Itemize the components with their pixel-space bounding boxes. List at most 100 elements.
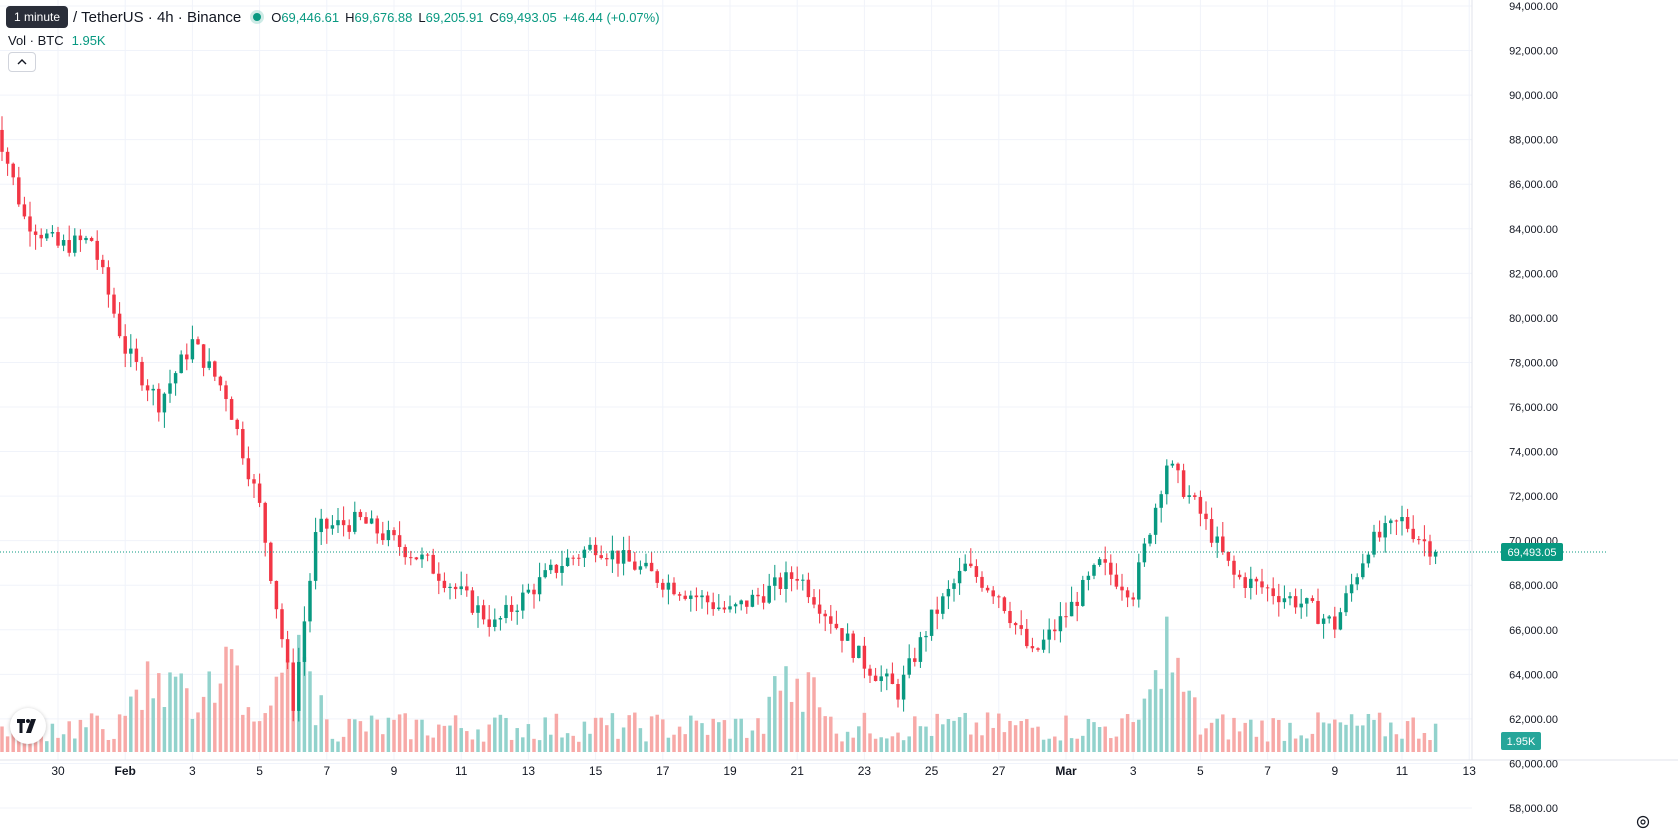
candle-body xyxy=(274,580,279,610)
volume-badge xyxy=(1501,732,1541,750)
candle-body xyxy=(1422,539,1427,542)
volume-bar xyxy=(308,671,312,752)
candle-body xyxy=(313,532,318,581)
volume-bar xyxy=(554,713,559,752)
volume-bar xyxy=(885,738,889,752)
candle-body xyxy=(1019,625,1023,629)
candle-body xyxy=(1316,600,1320,624)
candle-body xyxy=(196,339,200,345)
volume-bar xyxy=(0,726,4,752)
candle-body xyxy=(269,542,273,581)
candle-body xyxy=(644,562,648,567)
volume-bar xyxy=(1097,727,1102,752)
candle-body xyxy=(257,483,262,503)
high-label: H xyxy=(345,9,355,25)
candle-body xyxy=(101,259,105,268)
candle-body xyxy=(935,609,939,614)
candle-body xyxy=(683,595,687,599)
volume-bar xyxy=(1187,690,1191,752)
time-tick-label: 5 xyxy=(256,764,263,778)
candle-body xyxy=(179,354,183,374)
candle-body xyxy=(11,163,15,178)
candle-body xyxy=(1349,584,1354,594)
price-axis[interactable]: 94,000.00 92,000.00 90,000.00 88,000.00 86,0… xyxy=(1501,1,1563,815)
candle-body xyxy=(717,607,721,610)
volume-bar xyxy=(1265,741,1270,752)
candle-body xyxy=(263,502,267,543)
volume-bar xyxy=(106,739,111,752)
symbol-title[interactable]: / TetherUS · 4h · Binance xyxy=(73,8,242,26)
candle-body xyxy=(1041,639,1046,650)
collapse-legend-button[interactable] xyxy=(8,52,36,72)
volume-bar xyxy=(521,737,525,752)
volume-bar xyxy=(1349,714,1354,752)
candle-body xyxy=(549,564,553,571)
volume-bar xyxy=(1109,738,1113,752)
volume-bar xyxy=(1064,715,1068,752)
candle-body xyxy=(901,674,906,700)
candle-body xyxy=(1097,559,1102,565)
candle-body xyxy=(325,518,329,529)
volume-bar xyxy=(952,720,956,752)
candles xyxy=(0,116,1438,722)
volume-bar xyxy=(750,730,755,752)
candle-body xyxy=(319,518,323,533)
candle-body xyxy=(761,596,766,603)
candle-body xyxy=(465,586,469,591)
volume-bar xyxy=(89,713,94,752)
volume-bar xyxy=(1405,721,1410,752)
candle-body xyxy=(946,588,951,597)
candle-body xyxy=(112,294,116,314)
candle-body xyxy=(1277,596,1281,603)
candle-body xyxy=(1221,536,1225,552)
volume-bar xyxy=(661,719,665,752)
volume-bar xyxy=(481,741,486,752)
price-tick-label: 76,000.00 xyxy=(1509,402,1558,414)
volume-bar xyxy=(868,733,872,752)
volume-bar xyxy=(453,715,458,752)
candle-body xyxy=(414,557,419,560)
volume-bar xyxy=(493,717,497,752)
volume-bar xyxy=(605,725,609,752)
candle-body xyxy=(554,564,559,573)
candle-body xyxy=(493,619,497,627)
settings-button[interactable] xyxy=(1632,811,1654,833)
candle-body xyxy=(610,550,615,560)
candle-body xyxy=(1215,536,1219,543)
volume-bar xyxy=(1321,722,1326,752)
volume-bar xyxy=(1271,718,1275,752)
candle-body xyxy=(1025,628,1029,647)
volume-bar xyxy=(1422,732,1427,752)
candle-body xyxy=(672,582,676,595)
volume-bar xyxy=(666,737,671,752)
volume-bar xyxy=(246,707,251,752)
time-tick-label: 11 xyxy=(455,764,468,778)
price-tick-label: 94,000.00 xyxy=(1509,1,1558,13)
candle-body xyxy=(661,582,665,590)
candle-body xyxy=(459,586,463,590)
candle-body xyxy=(297,661,301,711)
candle-body xyxy=(409,557,413,559)
volume-bar xyxy=(1433,723,1438,752)
time-axis[interactable]: 30 Feb 3 5 7 9 11 13 15 17 19 21 23 25 27 Mar 3 5 7 9 11 13 xyxy=(51,764,1476,778)
candle-body xyxy=(1394,520,1399,522)
volume-bar xyxy=(1288,722,1292,752)
volume-bar xyxy=(633,712,637,752)
tradingview-logo[interactable] xyxy=(10,708,46,744)
volume-bar xyxy=(789,701,794,752)
candle-body xyxy=(840,628,844,641)
volume-bar xyxy=(913,716,917,752)
volume-bar xyxy=(1019,721,1023,752)
candle-body xyxy=(868,668,872,676)
candle-body xyxy=(1327,616,1331,619)
volume-label[interactable]: Vol · BTC xyxy=(8,33,64,48)
volume-bar xyxy=(207,671,211,752)
candle-body xyxy=(571,557,575,559)
candle-body xyxy=(50,232,55,234)
candle-body xyxy=(78,235,83,241)
last-price-label: 69,493.05 xyxy=(1508,547,1557,559)
volume-bar xyxy=(756,718,760,752)
volume-bar xyxy=(1148,689,1152,752)
